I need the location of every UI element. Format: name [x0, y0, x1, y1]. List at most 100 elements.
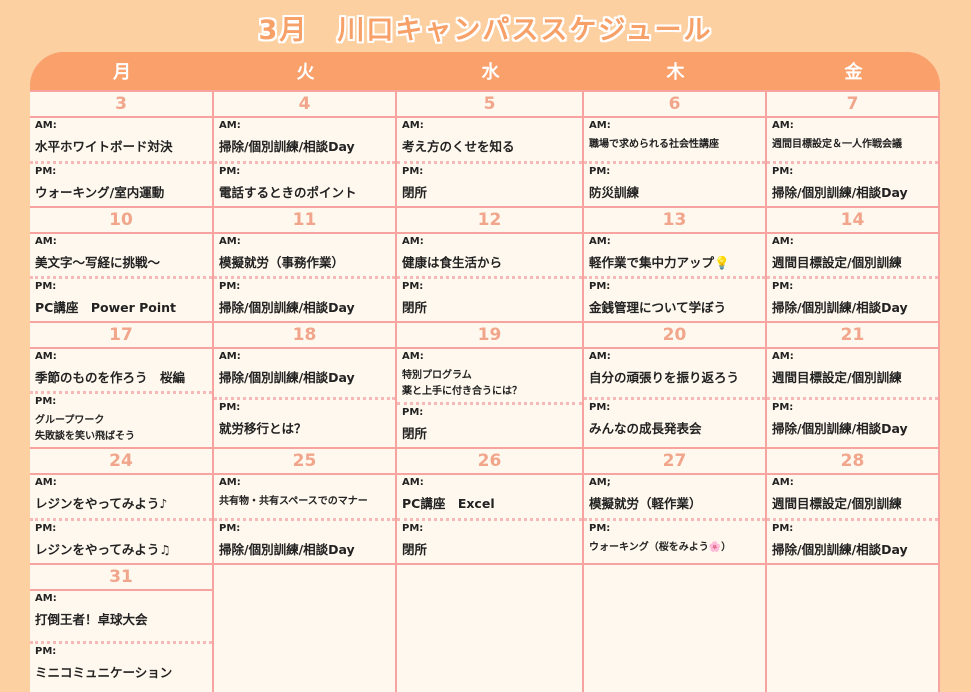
am-label: AM:	[219, 477, 390, 488]
am-slot: AM: 共有物・共有スペースでのマナー	[214, 475, 395, 521]
day-date: 31	[30, 565, 212, 591]
day-date: 14	[767, 208, 938, 234]
am-label: AM:	[402, 236, 577, 247]
day-date: 24	[30, 449, 212, 475]
am-label: AM:	[589, 351, 760, 362]
empty-day-cell	[767, 565, 938, 692]
day-cell: 20 AM: 自分の頑張りを振り返ろう PM: みんなの成長発表会	[584, 323, 765, 447]
am-activity: 水平ホワイトボード対決	[35, 137, 207, 157]
pm-slot: PM: 掃除/個別訓練/相談Day	[767, 279, 938, 321]
pm-slot: PM: 防災訓練	[584, 164, 765, 207]
pm-slot: PM: PC講座 Power Point	[30, 279, 212, 321]
pm-activity: ウォーキング（桜をみよう🌸）	[589, 540, 760, 556]
am-slot: AM: 週間目標設定/個別訓練	[767, 234, 938, 279]
am-slot: AM: 自分の頑張りを振り返ろう	[584, 349, 765, 400]
pm-slot: PM: みんなの成長発表会	[584, 400, 765, 448]
weekday-mon: 月	[30, 52, 214, 90]
pm-slot: PM: 掃除/個別訓練/相談Day	[767, 521, 938, 564]
am-slot: AM: 季節のものを作ろう 桜編	[30, 349, 212, 394]
pm-activity: 金銭管理について学ぼう	[589, 298, 760, 318]
am-activity: 共有物・共有スペースでのマナー	[219, 494, 390, 510]
am-activity: 掃除/個別訓練/相談Day	[219, 137, 390, 157]
day-cell: 19 AM: 特別プログラム 薬と上手に付き合うには？ PM: 閉所	[397, 323, 582, 447]
am-activity: 模擬就労（軽作業）	[589, 494, 760, 514]
pm-slot: PM: 閉所	[397, 279, 582, 321]
day-cell: 3 AM: 水平ホワイトボード対決 PM: ウォーキング/室内運動	[30, 92, 212, 206]
weekday-fri: 金	[767, 52, 940, 90]
pm-activity: レジンをやってみよう♫	[35, 540, 207, 560]
day-cell: 18 AM: 掃除/個別訓練/相談Day PM: 就労移行とは？	[214, 323, 395, 447]
pm-label: PM:	[772, 523, 933, 534]
pm-label: PM:	[589, 166, 760, 177]
day-date: 28	[767, 449, 938, 475]
am-activity: 週間目標設定/個別訓練	[772, 494, 933, 514]
am-slot: AM: 模擬就労（事務作業）	[214, 234, 395, 279]
day-cell: 7 AM: 週間目標設定＆一人作戦会議 PM: 掃除/個別訓練/相談Day	[767, 92, 938, 206]
day-date: 27	[584, 449, 765, 475]
day-date: 10	[30, 208, 212, 234]
pm-activity: 掃除/個別訓練/相談Day	[219, 540, 390, 560]
pm-label: PM:	[589, 523, 760, 534]
pm-slot: PM: 閉所	[397, 405, 582, 447]
pm-slot: PM: グループワーク 失敗談を笑い飛ばそう	[30, 394, 212, 447]
am-activity: PC講座 Excel	[402, 494, 577, 514]
day-cell: 25 AM: 共有物・共有スペースでのマナー PM: 掃除/個別訓練/相談Day	[214, 449, 395, 563]
am-label: AM:	[589, 120, 760, 131]
pm-activity: 閉所	[402, 424, 577, 444]
am-activity: 模擬就労（事務作業）	[219, 253, 390, 273]
pm-slot: PM: 掃除/個別訓練/相談Day	[767, 164, 938, 207]
pm-label: PM:	[772, 281, 933, 292]
am-slot: AM: レジンをやってみよう♪	[30, 475, 212, 521]
am-activity: 週間目標設定＆一人作戦会議	[772, 137, 933, 153]
day-date: 5	[397, 92, 582, 118]
am-slot: AM: 職場で求められる社会性講座	[584, 118, 765, 164]
day-date: 19	[397, 323, 582, 349]
day-date: 13	[584, 208, 765, 234]
am-slot: AM: 美文字～写経に挑戦～	[30, 234, 212, 279]
am-slot: AM: 掃除/個別訓練/相談Day	[214, 349, 395, 400]
am-label: AM:	[219, 351, 390, 362]
pm-activity: 防災訓練	[589, 183, 760, 203]
page-title: 3月 川口キャンパススケジュール	[0, 8, 971, 47]
am-slot: AM: 週間目標設定/個別訓練	[767, 475, 938, 521]
day-cell: 6 AM: 職場で求められる社会性講座 PM: 防災訓練	[584, 92, 765, 206]
am-label: AM:	[219, 120, 390, 131]
am-activity: 軽作業で集中力アップ💡	[589, 253, 760, 273]
pm-activity: 閉所	[402, 183, 577, 203]
day-cell: 12 AM: 健康は食生活から PM: 閉所	[397, 208, 582, 321]
am-label: AM:	[402, 351, 577, 362]
pm-label: PM:	[35, 646, 207, 657]
am-slot: AM: PC講座 Excel	[397, 475, 582, 521]
am-label: AM:	[589, 236, 760, 247]
am-activity: 掃除/個別訓練/相談Day	[219, 368, 390, 388]
pm-label: PM:	[402, 166, 577, 177]
empty-day-cell	[397, 565, 582, 692]
calendar: 月 火 水 木 金 3 AM: 水平ホワイトボード対決 PM: ウォーキング/室…	[30, 52, 940, 692]
am-activity: 特別プログラム 薬と上手に付き合うには？	[402, 368, 577, 400]
pm-label: PM:	[35, 396, 207, 407]
pm-label: PM:	[35, 281, 207, 292]
am-label: AM:	[402, 120, 577, 131]
pm-activity: 掃除/個別訓練/相談Day	[772, 298, 933, 318]
pm-slot: PM: ミニコミュニケーション	[30, 644, 212, 692]
am-activity: レジンをやってみよう♪	[35, 494, 207, 514]
day-cell: 31 AM: 打倒王者！卓球大会 PM: ミニコミュニケーション	[30, 565, 212, 692]
am-label: AM:	[772, 120, 933, 131]
pm-label: PM:	[219, 166, 390, 177]
am-slot: AM: 水平ホワイトボード対決	[30, 118, 212, 164]
am-slot: AM: 特別プログラム 薬と上手に付き合うには？	[397, 349, 582, 405]
am-activity: 自分の頑張りを振り返ろう	[589, 368, 760, 388]
pm-activity: 電話するときのポイント	[219, 183, 390, 203]
am-label: AM:	[35, 477, 207, 488]
pm-slot: PM: 就労移行とは？	[214, 400, 395, 448]
empty-day-cell	[584, 565, 765, 692]
am-slot: AM; 模擬就労（軽作業）	[584, 475, 765, 521]
am-label: AM:	[772, 236, 933, 247]
pm-activity: グループワーク 失敗談を笑い飛ばそう	[35, 413, 207, 445]
pm-activity: ウォーキング/室内運動	[35, 183, 207, 203]
pm-activity: 閉所	[402, 540, 577, 560]
pm-activity: 掃除/個別訓練/相談Day	[772, 540, 933, 560]
day-cell: 28 AM: 週間目標設定/個別訓練 PM: 掃除/個別訓練/相談Day	[767, 449, 938, 563]
pm-activity: 掃除/個別訓練/相談Day	[772, 419, 933, 439]
pm-slot: PM: ウォーキング/室内運動	[30, 164, 212, 207]
